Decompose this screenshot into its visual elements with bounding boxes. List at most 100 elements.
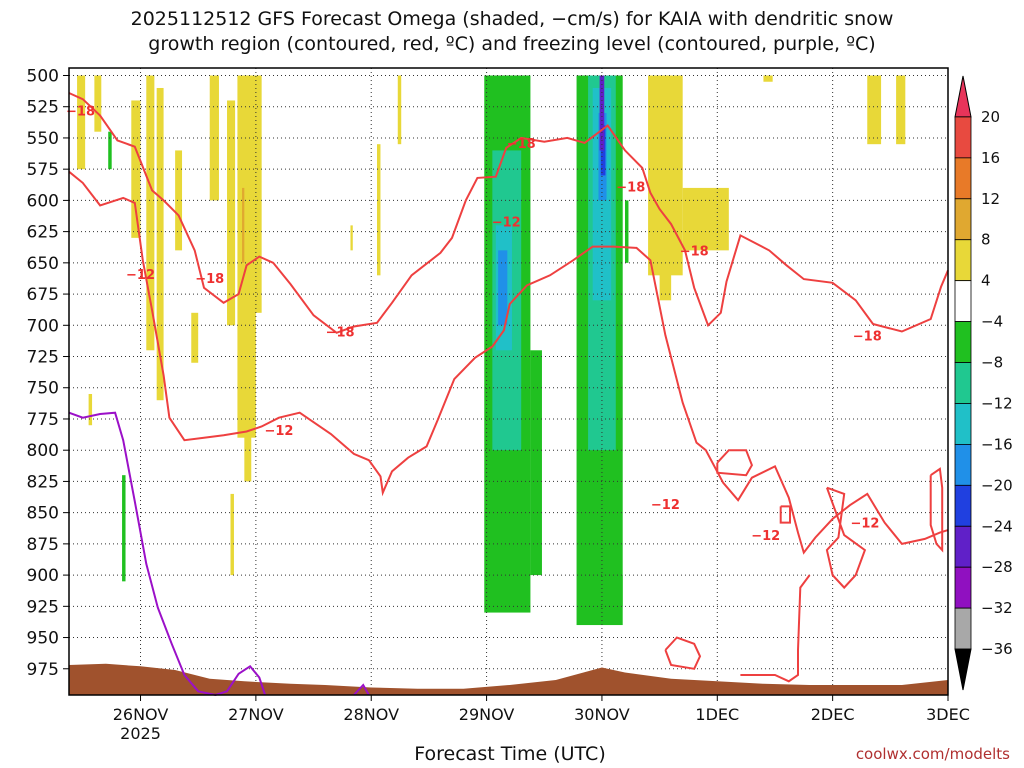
dsg-contour-closed (716, 449, 754, 477)
colorbar-segment (954, 566, 972, 609)
y-tick-label: 675 (27, 285, 59, 305)
colorbar-segment (954, 239, 972, 282)
colorbar-label: 12 (981, 190, 1000, 208)
y-tick-label: 525 (27, 98, 59, 118)
y-tick-label: 650 (27, 254, 59, 274)
contour-label: −18 (680, 244, 709, 259)
contour-label: −18 (326, 326, 355, 341)
x-tick-year-label: 2025 (120, 724, 161, 743)
x-tick-label: 26NOV (113, 705, 169, 724)
y-tick-label: 825 (27, 472, 59, 492)
colorbar-label: −16 (981, 435, 1013, 453)
dsg-contour-closed (664, 636, 702, 670)
y-tick-label: 850 (27, 504, 59, 524)
contour-label: −12 (850, 517, 879, 532)
dsg-contour-minus18 (68, 92, 949, 334)
colorbar-segment (954, 484, 972, 527)
x-tick-label: 29NOV (459, 705, 515, 724)
y-tick-label: 950 (27, 629, 59, 649)
colorbar-label: −24 (981, 517, 1013, 535)
omega-shade-blue (498, 250, 508, 326)
contour-label: −12 (651, 498, 680, 513)
y-tick-label: 800 (27, 441, 59, 461)
credit-text: coolwx.com/modelts (855, 745, 1010, 763)
contour-label: −12 (126, 268, 155, 283)
omega-shade-yellow (376, 144, 381, 276)
omega-shade-green (530, 350, 542, 576)
dsg-contour-closed (779, 505, 791, 524)
x-tick-label: 3DEC (926, 705, 970, 724)
colorbar-segment (954, 525, 972, 568)
dsg-contour-closed (825, 486, 867, 590)
colorbar-label: −20 (981, 476, 1013, 494)
y-tick-label: 925 (27, 597, 59, 617)
surface-terrain (69, 663, 948, 695)
freezing-level-contour (353, 683, 370, 696)
omega-shade-yellow (94, 75, 102, 132)
colorbar-label: −28 (981, 558, 1013, 576)
dsg-contour-closed (929, 467, 944, 553)
contour-label: −12 (264, 424, 293, 439)
omega-shade-yellow (227, 100, 236, 326)
colorbar-segment (954, 607, 972, 650)
colorbar-label: 16 (981, 149, 1000, 167)
colorbar-segment (954, 280, 972, 322)
omega-shade-yellow (763, 75, 773, 82)
omega-shade-green (625, 200, 629, 263)
chart-title-line1: 2025112512 GFS Forecast Omega (shaded, −… (130, 8, 894, 30)
y-tick-label: 575 (27, 160, 59, 180)
contour-label: −18 (195, 272, 224, 287)
omega-shade-green (619, 575, 623, 607)
colorbar-segment (954, 198, 972, 241)
omega-shade-yellow (659, 75, 672, 301)
x-tick-label: 27NOV (228, 705, 284, 724)
y-tick-label: 600 (27, 191, 59, 211)
omega-shade-yellow (175, 150, 183, 251)
colorbar-cap-bottom (954, 648, 972, 691)
omega-shade-yellow (867, 75, 882, 145)
contour-label: −18 (66, 104, 95, 119)
omega-shade-yellow (350, 225, 353, 251)
omega-shade-yellow (131, 100, 141, 238)
omega-shade-yellow (230, 493, 234, 576)
omega-shade-green (108, 131, 112, 170)
colorbar-segment (954, 403, 972, 445)
omega-shade-green (122, 475, 126, 582)
x-tick-label: 30NOV (574, 705, 630, 724)
x-tick-label: 2DEC (811, 705, 855, 724)
plot-frame (68, 67, 949, 696)
omega-shade-yellow (77, 75, 86, 170)
colorbar-label: −12 (981, 394, 1013, 412)
colorbar-segment (954, 157, 972, 200)
colorbar-segment (954, 116, 972, 159)
omega-shade-yellow (146, 75, 155, 351)
colorbar-label: −4 (981, 313, 1003, 331)
x-tick-label: 1DEC (695, 705, 739, 724)
colorbar-segment (954, 362, 972, 404)
y-tick-label: 550 (27, 129, 59, 149)
colorbar-segment (954, 443, 972, 486)
dsg-contour-minus12 (68, 170, 949, 555)
colorbar-label: −8 (981, 354, 1003, 372)
y-tick-label: 700 (27, 316, 59, 336)
colorbar-segment (954, 321, 972, 363)
colorbar-label: −32 (981, 599, 1013, 617)
omega-shade-yellow (682, 187, 729, 251)
contour-label: −12 (492, 216, 521, 231)
x-axis-title: Forecast Time (UTC) (414, 743, 606, 765)
contour-label: −18 (507, 137, 536, 152)
omega-shade-yellow (88, 393, 93, 426)
colorbar-label: 4 (981, 272, 991, 290)
contour-label: −18 (616, 181, 645, 196)
y-tick-label: 725 (27, 348, 59, 368)
y-tick-label: 500 (27, 66, 59, 86)
y-tick-label: 750 (27, 379, 59, 399)
omega-shade-yellow (397, 75, 402, 145)
colorbar-label: 8 (981, 231, 991, 249)
y-tick-label: 775 (27, 410, 59, 430)
y-tick-label: 975 (27, 660, 59, 680)
y-tick-label: 625 (27, 223, 59, 243)
omega-shade-yellow (253, 75, 262, 313)
freezing-level-contour (68, 411, 267, 697)
